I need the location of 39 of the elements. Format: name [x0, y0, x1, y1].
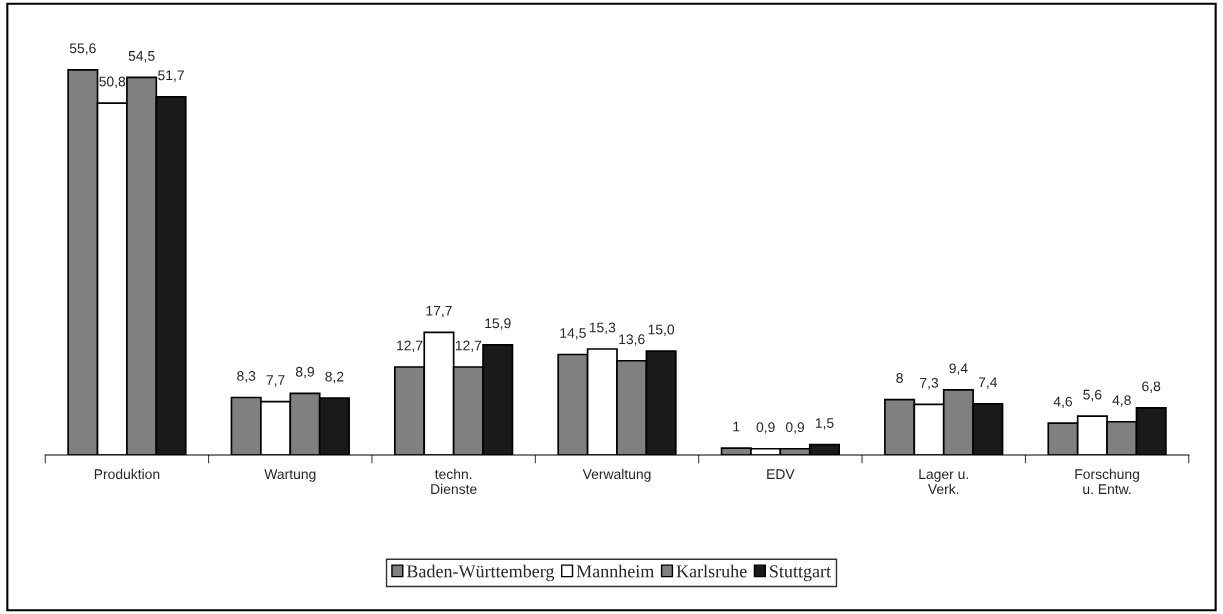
data-label: 50,8: [99, 76, 126, 89]
data-label: 8,2: [325, 371, 344, 384]
data-label: 55,6: [69, 43, 96, 55]
data-label: 54,5: [128, 51, 155, 63]
data-label: 51,7: [158, 70, 184, 82]
x-tick-label: Produktion: [94, 468, 160, 480]
x-tick-label: techn. Dienste: [431, 468, 477, 495]
legend-label: Mannheim: [576, 564, 655, 578]
data-label: 4,6: [1053, 396, 1073, 409]
legend-label: Baden-Württemberg: [406, 564, 555, 582]
data-label: 8: [896, 373, 903, 383]
data-label: 12,7: [455, 340, 482, 353]
data-label: 15,0: [648, 324, 675, 337]
data-label: 6,8: [1142, 381, 1161, 393]
data-label: 1,5: [815, 418, 834, 430]
data-label: 15,9: [485, 318, 511, 330]
data-label: 9,4: [949, 363, 968, 375]
data-label: 15,3: [589, 322, 616, 334]
data-label: 4,8: [1112, 395, 1131, 407]
legend-label: Karlsruhe: [676, 564, 747, 578]
data-label: 7,7: [266, 375, 285, 387]
x-tick-label: Forschung u. Entw.: [1075, 468, 1139, 495]
data-label: 13,6: [619, 334, 645, 346]
data-label: 8,3: [237, 371, 256, 383]
data-label: 1: [733, 421, 740, 432]
data-label: 8,9: [295, 366, 314, 379]
x-tick-label: Wartung: [264, 469, 316, 482]
x-tick-label: EDV: [767, 469, 795, 479]
data-label: 5,6: [1083, 389, 1102, 402]
data-label: 17,7: [426, 306, 452, 318]
data-label: 0,9: [785, 422, 805, 434]
x-tick-label: Verwaltung: [582, 468, 651, 482]
data-label: 14,5: [560, 328, 586, 340]
data-label: 7,4: [978, 377, 998, 389]
x-tick-label: Lager u. Verk.: [919, 469, 968, 495]
data-label: 0,9: [756, 422, 775, 434]
data-label: 12,7: [397, 340, 423, 353]
data-label: 7,3: [920, 377, 939, 390]
legend-label: Stuttgart: [770, 565, 831, 582]
